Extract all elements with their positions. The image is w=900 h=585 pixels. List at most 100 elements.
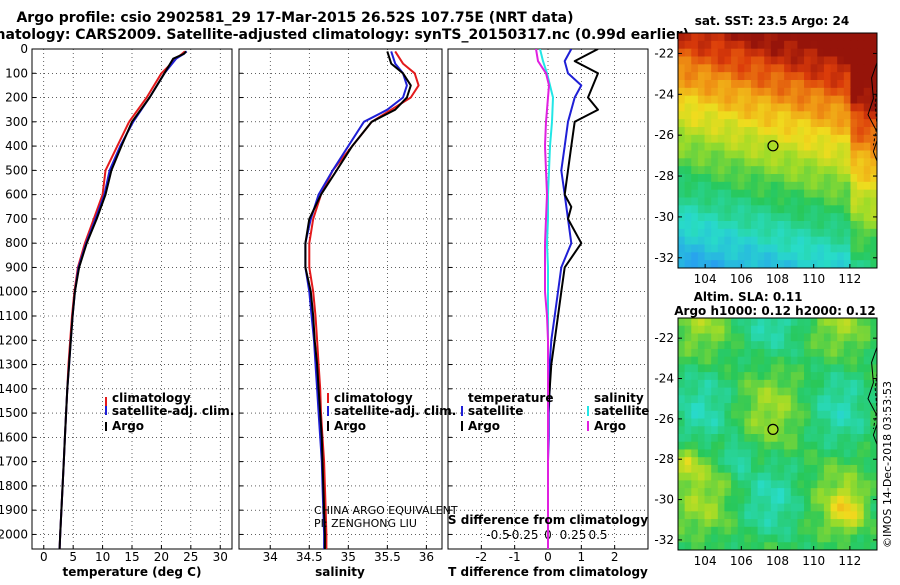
map-cell	[678, 341, 686, 350]
map-cell	[750, 134, 759, 144]
map-cell	[731, 181, 739, 191]
map-cell	[770, 166, 779, 175]
map-cell	[750, 56, 759, 65]
map-cell	[717, 40, 726, 50]
map-cell	[724, 87, 732, 97]
sst-map-title: sat. SST: 23.5 Argo: 24	[695, 14, 849, 28]
map-cell	[863, 127, 871, 136]
map-cell	[843, 395, 852, 404]
map-cell	[777, 441, 785, 451]
map-cell	[843, 441, 852, 451]
map-cell	[717, 111, 726, 120]
map-cell	[684, 457, 692, 466]
map-cell	[711, 142, 719, 152]
map-cell	[797, 395, 805, 404]
map-cell	[810, 197, 818, 206]
map-cell	[737, 379, 745, 389]
map-cell	[697, 244, 706, 253]
map-cell	[711, 119, 719, 128]
map-cell	[711, 205, 719, 214]
map-cell	[744, 472, 752, 481]
map-cell	[704, 228, 712, 238]
map-cell	[704, 95, 712, 105]
map-cell	[744, 64, 752, 73]
map-cell	[810, 48, 818, 58]
map-cell	[790, 205, 798, 214]
map-cell	[797, 372, 805, 381]
map-cell	[817, 441, 825, 451]
map-cell	[678, 542, 686, 550]
map-cell	[750, 403, 759, 412]
map-cell	[691, 434, 699, 443]
map-cell	[770, 472, 779, 481]
map-cell	[737, 348, 745, 358]
map-cell	[850, 372, 858, 381]
map-cell	[684, 542, 692, 550]
map-cell	[704, 495, 712, 505]
map-cell	[737, 503, 745, 512]
map-cell	[704, 189, 712, 199]
map-cell	[857, 80, 865, 89]
map-cell	[770, 503, 779, 512]
map-cell	[837, 166, 845, 175]
map-cell	[717, 511, 726, 520]
map-cell	[770, 64, 779, 73]
map-cell	[704, 87, 712, 97]
map-cell	[737, 457, 745, 466]
map-cell	[744, 387, 752, 396]
map-cell	[857, 158, 865, 167]
map-cell	[863, 364, 871, 373]
map-cell	[823, 441, 832, 451]
map-cell	[790, 488, 798, 497]
map-cell	[850, 526, 858, 536]
map-cell	[684, 64, 692, 73]
map-cell	[817, 464, 825, 474]
map-cell	[843, 503, 852, 512]
map-cell	[678, 40, 686, 50]
map-cell	[797, 80, 805, 89]
legend-label-s-satellite: satellite	[594, 404, 649, 418]
map-cell	[691, 260, 699, 268]
map-cell	[724, 260, 732, 268]
map-cell	[770, 480, 779, 489]
map-cell	[790, 72, 798, 81]
map-cell	[678, 189, 686, 199]
map-cell	[777, 410, 785, 420]
map-cell	[704, 40, 712, 50]
map-cell	[744, 56, 752, 65]
map-cell	[843, 80, 852, 89]
map-cell	[678, 134, 686, 144]
map-cell	[790, 142, 798, 152]
map-cell	[697, 95, 706, 105]
map-cell	[837, 158, 845, 167]
map-cell	[757, 364, 765, 373]
map-cell	[817, 403, 825, 412]
difference-series-group	[535, 49, 599, 549]
map-cell	[777, 87, 785, 97]
map-cell	[804, 542, 812, 550]
map-cell	[804, 480, 812, 489]
depth-tick-label: 400	[5, 139, 28, 153]
map-cell	[711, 464, 719, 474]
map-cell	[797, 333, 805, 342]
map-cell	[784, 511, 792, 520]
map-cell	[797, 95, 805, 105]
map-cell	[797, 56, 805, 65]
map-cell	[843, 134, 852, 144]
map-cell	[857, 464, 865, 474]
map-cell	[837, 244, 845, 253]
map-cell	[837, 341, 845, 350]
map-cell	[857, 495, 865, 505]
map-cell	[711, 403, 719, 412]
map-cell	[837, 221, 845, 230]
map-cell	[678, 534, 686, 543]
map-cell	[863, 372, 871, 381]
map-cell	[691, 457, 699, 466]
map-cell	[711, 387, 719, 396]
map-cell	[790, 356, 798, 365]
map-cell	[857, 40, 865, 50]
map-cell	[717, 333, 726, 342]
map-cell	[823, 56, 832, 65]
map-cell	[704, 127, 712, 136]
